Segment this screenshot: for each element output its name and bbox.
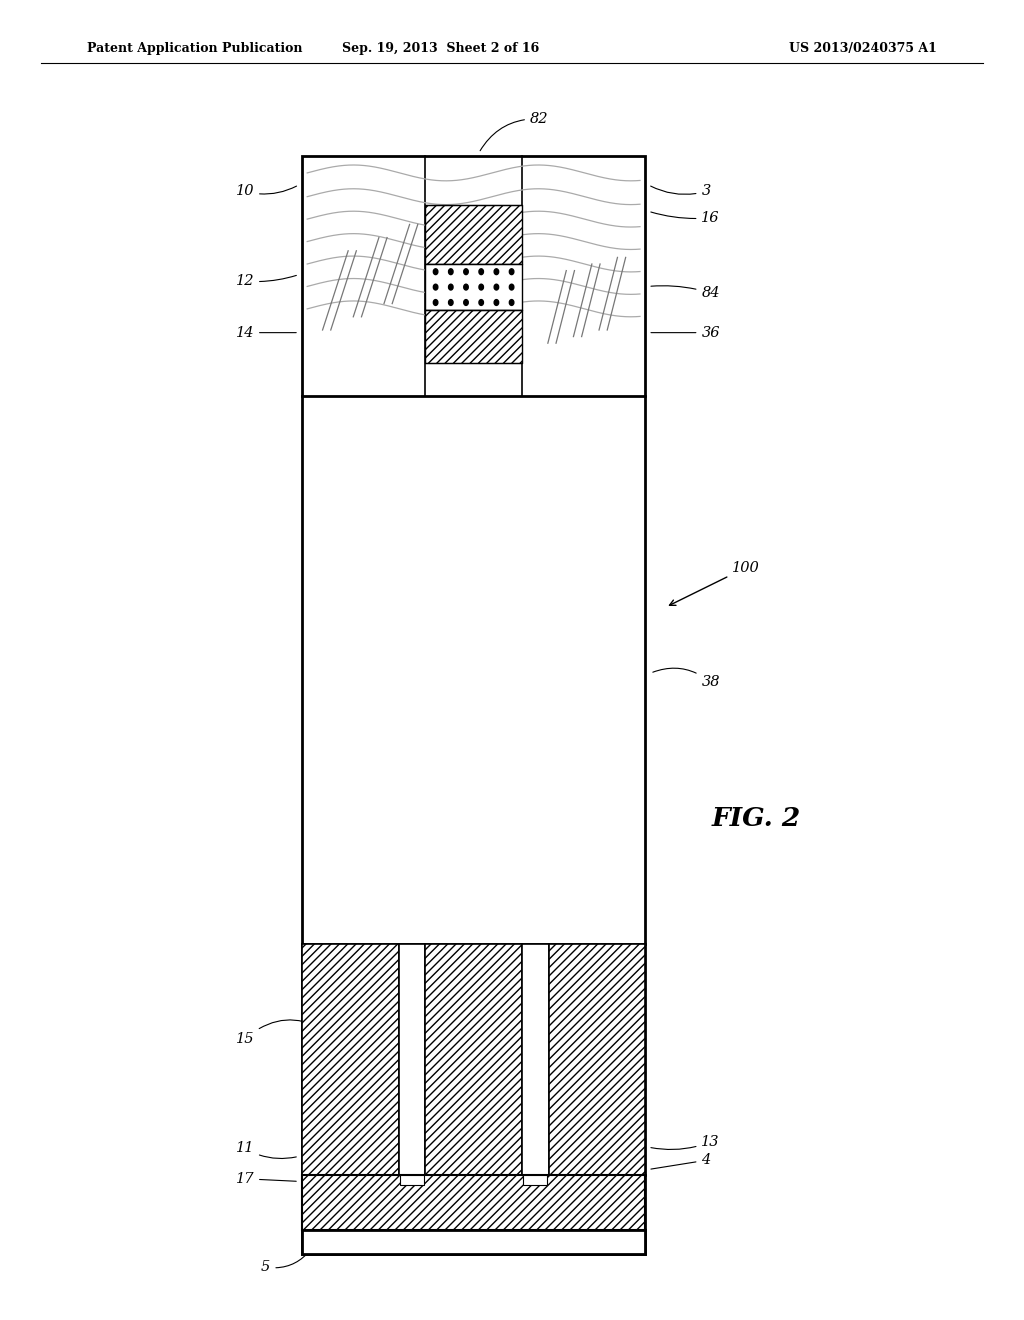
Circle shape: [495, 269, 499, 275]
Bar: [425, 205, 522, 264]
Circle shape: [509, 284, 514, 290]
Text: 11: 11: [236, 1142, 296, 1159]
Bar: [302, 156, 645, 1254]
Circle shape: [495, 284, 499, 290]
Circle shape: [509, 269, 514, 275]
Circle shape: [479, 269, 483, 275]
Circle shape: [509, 300, 514, 305]
Bar: [425, 944, 522, 1175]
Text: 15: 15: [236, 1020, 331, 1045]
Text: 38: 38: [653, 668, 720, 689]
Text: FIG. 2: FIG. 2: [712, 807, 801, 830]
Text: 16: 16: [651, 211, 720, 224]
Text: 17: 17: [236, 1172, 296, 1185]
Bar: [549, 944, 645, 1175]
Bar: [522, 944, 549, 1175]
Text: 3: 3: [650, 185, 711, 198]
Circle shape: [449, 269, 453, 275]
Circle shape: [464, 300, 468, 305]
Circle shape: [479, 284, 483, 290]
Circle shape: [433, 300, 438, 305]
Text: 36: 36: [651, 326, 720, 339]
Text: 100: 100: [670, 561, 760, 606]
Circle shape: [479, 300, 483, 305]
Bar: [302, 1230, 645, 1254]
Bar: [302, 944, 398, 1175]
Circle shape: [495, 300, 499, 305]
Text: US 2013/0240375 A1: US 2013/0240375 A1: [790, 42, 937, 55]
Text: 5: 5: [261, 1250, 310, 1274]
Text: 84: 84: [651, 285, 720, 300]
Text: 4: 4: [651, 1154, 711, 1170]
Text: 13: 13: [651, 1135, 720, 1150]
Circle shape: [449, 300, 453, 305]
Bar: [399, 1175, 424, 1185]
Bar: [425, 264, 522, 310]
Circle shape: [464, 269, 468, 275]
Circle shape: [464, 284, 468, 290]
Text: 10: 10: [236, 185, 297, 198]
Text: Patent Application Publication: Patent Application Publication: [87, 42, 302, 55]
Bar: [523, 1175, 548, 1185]
Text: 82: 82: [480, 112, 549, 150]
Bar: [425, 310, 522, 363]
Circle shape: [433, 284, 438, 290]
Bar: [398, 944, 425, 1175]
Text: Sep. 19, 2013  Sheet 2 of 16: Sep. 19, 2013 Sheet 2 of 16: [342, 42, 539, 55]
Text: 12: 12: [236, 275, 296, 288]
Bar: [302, 1175, 645, 1230]
Circle shape: [433, 269, 438, 275]
Circle shape: [449, 284, 453, 290]
Text: 14: 14: [236, 326, 296, 339]
